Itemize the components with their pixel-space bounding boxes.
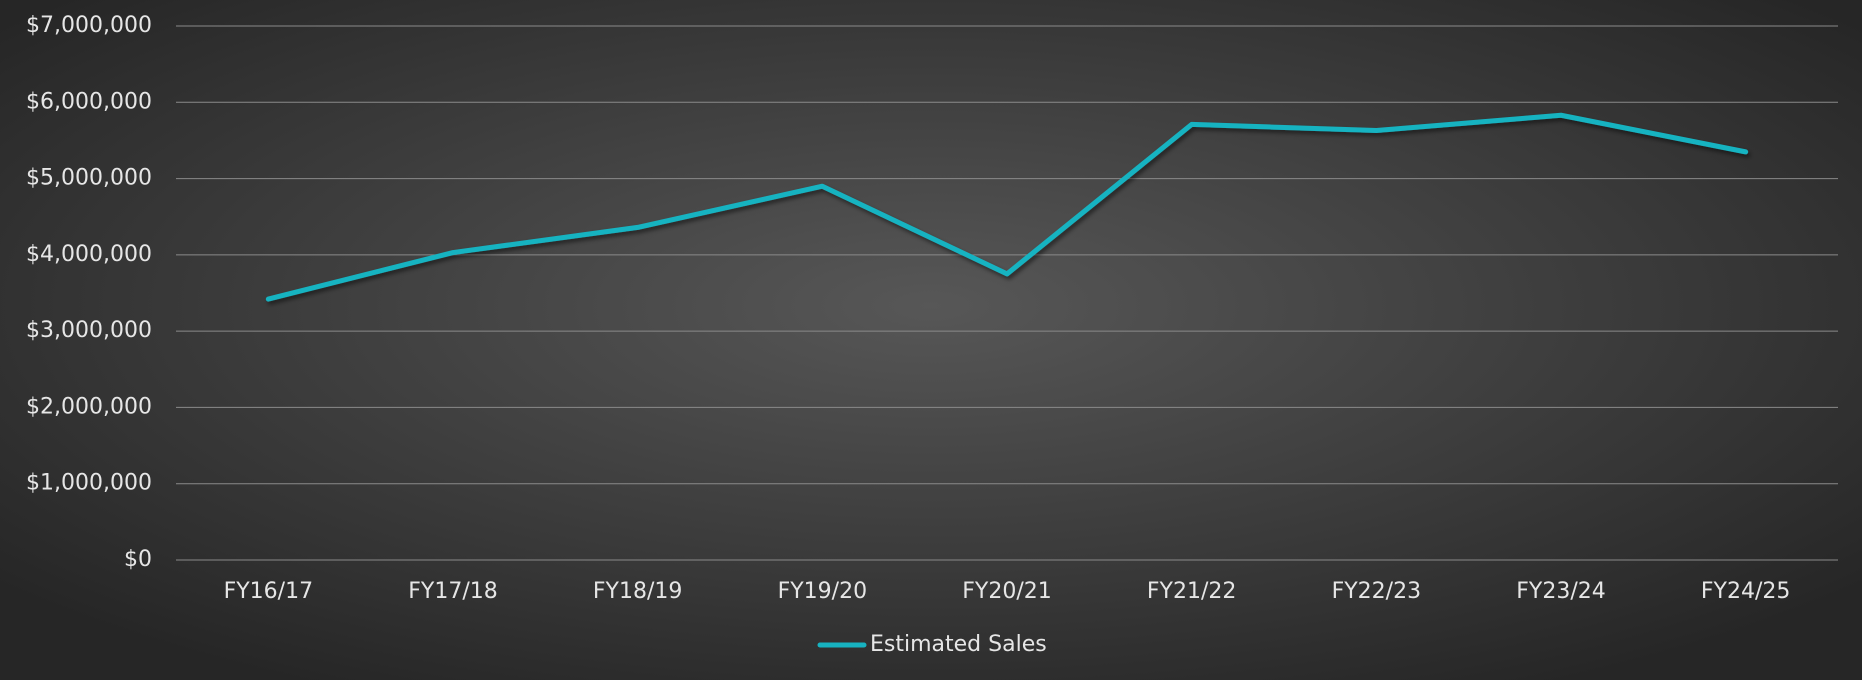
- x-tick-label: FY20/21: [962, 579, 1052, 604]
- y-tick-label: $2,000,000: [26, 394, 152, 419]
- y-tick-label: $4,000,000: [26, 242, 152, 267]
- x-tick-label: FY22/23: [1332, 579, 1422, 604]
- x-tick-label: FY19/20: [778, 579, 868, 604]
- y-tick-label: $1,000,000: [26, 471, 152, 496]
- legend-label: Estimated Sales: [870, 632, 1047, 657]
- y-tick-label: $7,000,000: [26, 13, 152, 38]
- y-tick-label: $3,000,000: [26, 318, 152, 343]
- series-line: [265, 112, 1749, 302]
- x-tick-label: FY24/25: [1701, 579, 1791, 604]
- y-tick-label: $5,000,000: [26, 166, 152, 191]
- y-tick-label: $6,000,000: [26, 89, 152, 114]
- x-tick-label: FY16/17: [224, 579, 314, 604]
- x-tick-label: FY18/19: [593, 579, 683, 604]
- y-tick-label: $0: [124, 547, 152, 572]
- x-tick-label: FY23/24: [1516, 579, 1606, 604]
- x-tick-label: FY17/18: [408, 579, 498, 604]
- x-tick-label: FY21/22: [1147, 579, 1237, 604]
